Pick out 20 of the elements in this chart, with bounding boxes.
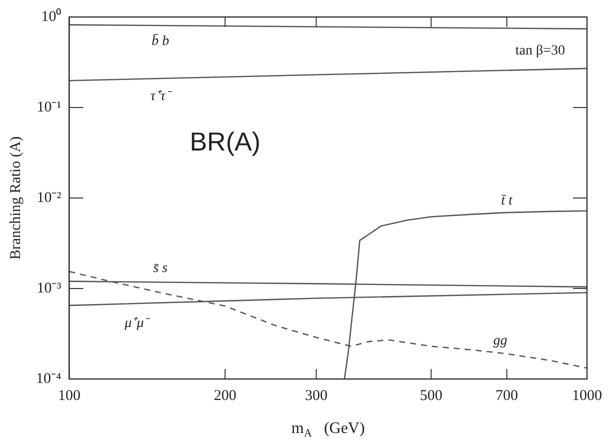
x-tick-label: 200 bbox=[214, 388, 236, 404]
x-tick-label: 300 bbox=[305, 388, 328, 404]
series-label: s̄ s bbox=[153, 260, 168, 276]
series-label: μ⁺μ⁻ bbox=[124, 316, 151, 332]
y-tick-label: 10⁻⁴ bbox=[36, 370, 62, 387]
x-tick-label: 100 bbox=[58, 388, 80, 404]
y-tick-label: 10⁻¹ bbox=[36, 99, 62, 116]
x-tick-label: 700 bbox=[496, 388, 518, 404]
series-label: b̄ b bbox=[152, 34, 170, 50]
series-label: gg bbox=[493, 334, 508, 349]
y-tick-label: 10⁰ bbox=[41, 8, 62, 25]
y-axis-title: Branching Ratio (A) bbox=[8, 136, 24, 260]
series-label: τ⁺τ⁻ bbox=[150, 89, 172, 104]
y-tick-label: 10⁻³ bbox=[36, 280, 62, 296]
annotation: tan β=30 bbox=[515, 44, 565, 59]
y-tick-label: 10⁻² bbox=[36, 190, 62, 206]
series-label: t̄ t bbox=[500, 193, 514, 208]
x-tick-label: 500 bbox=[420, 388, 442, 404]
x-tick-label: 1000 bbox=[572, 388, 602, 404]
annotation: BR(A) bbox=[190, 126, 260, 157]
